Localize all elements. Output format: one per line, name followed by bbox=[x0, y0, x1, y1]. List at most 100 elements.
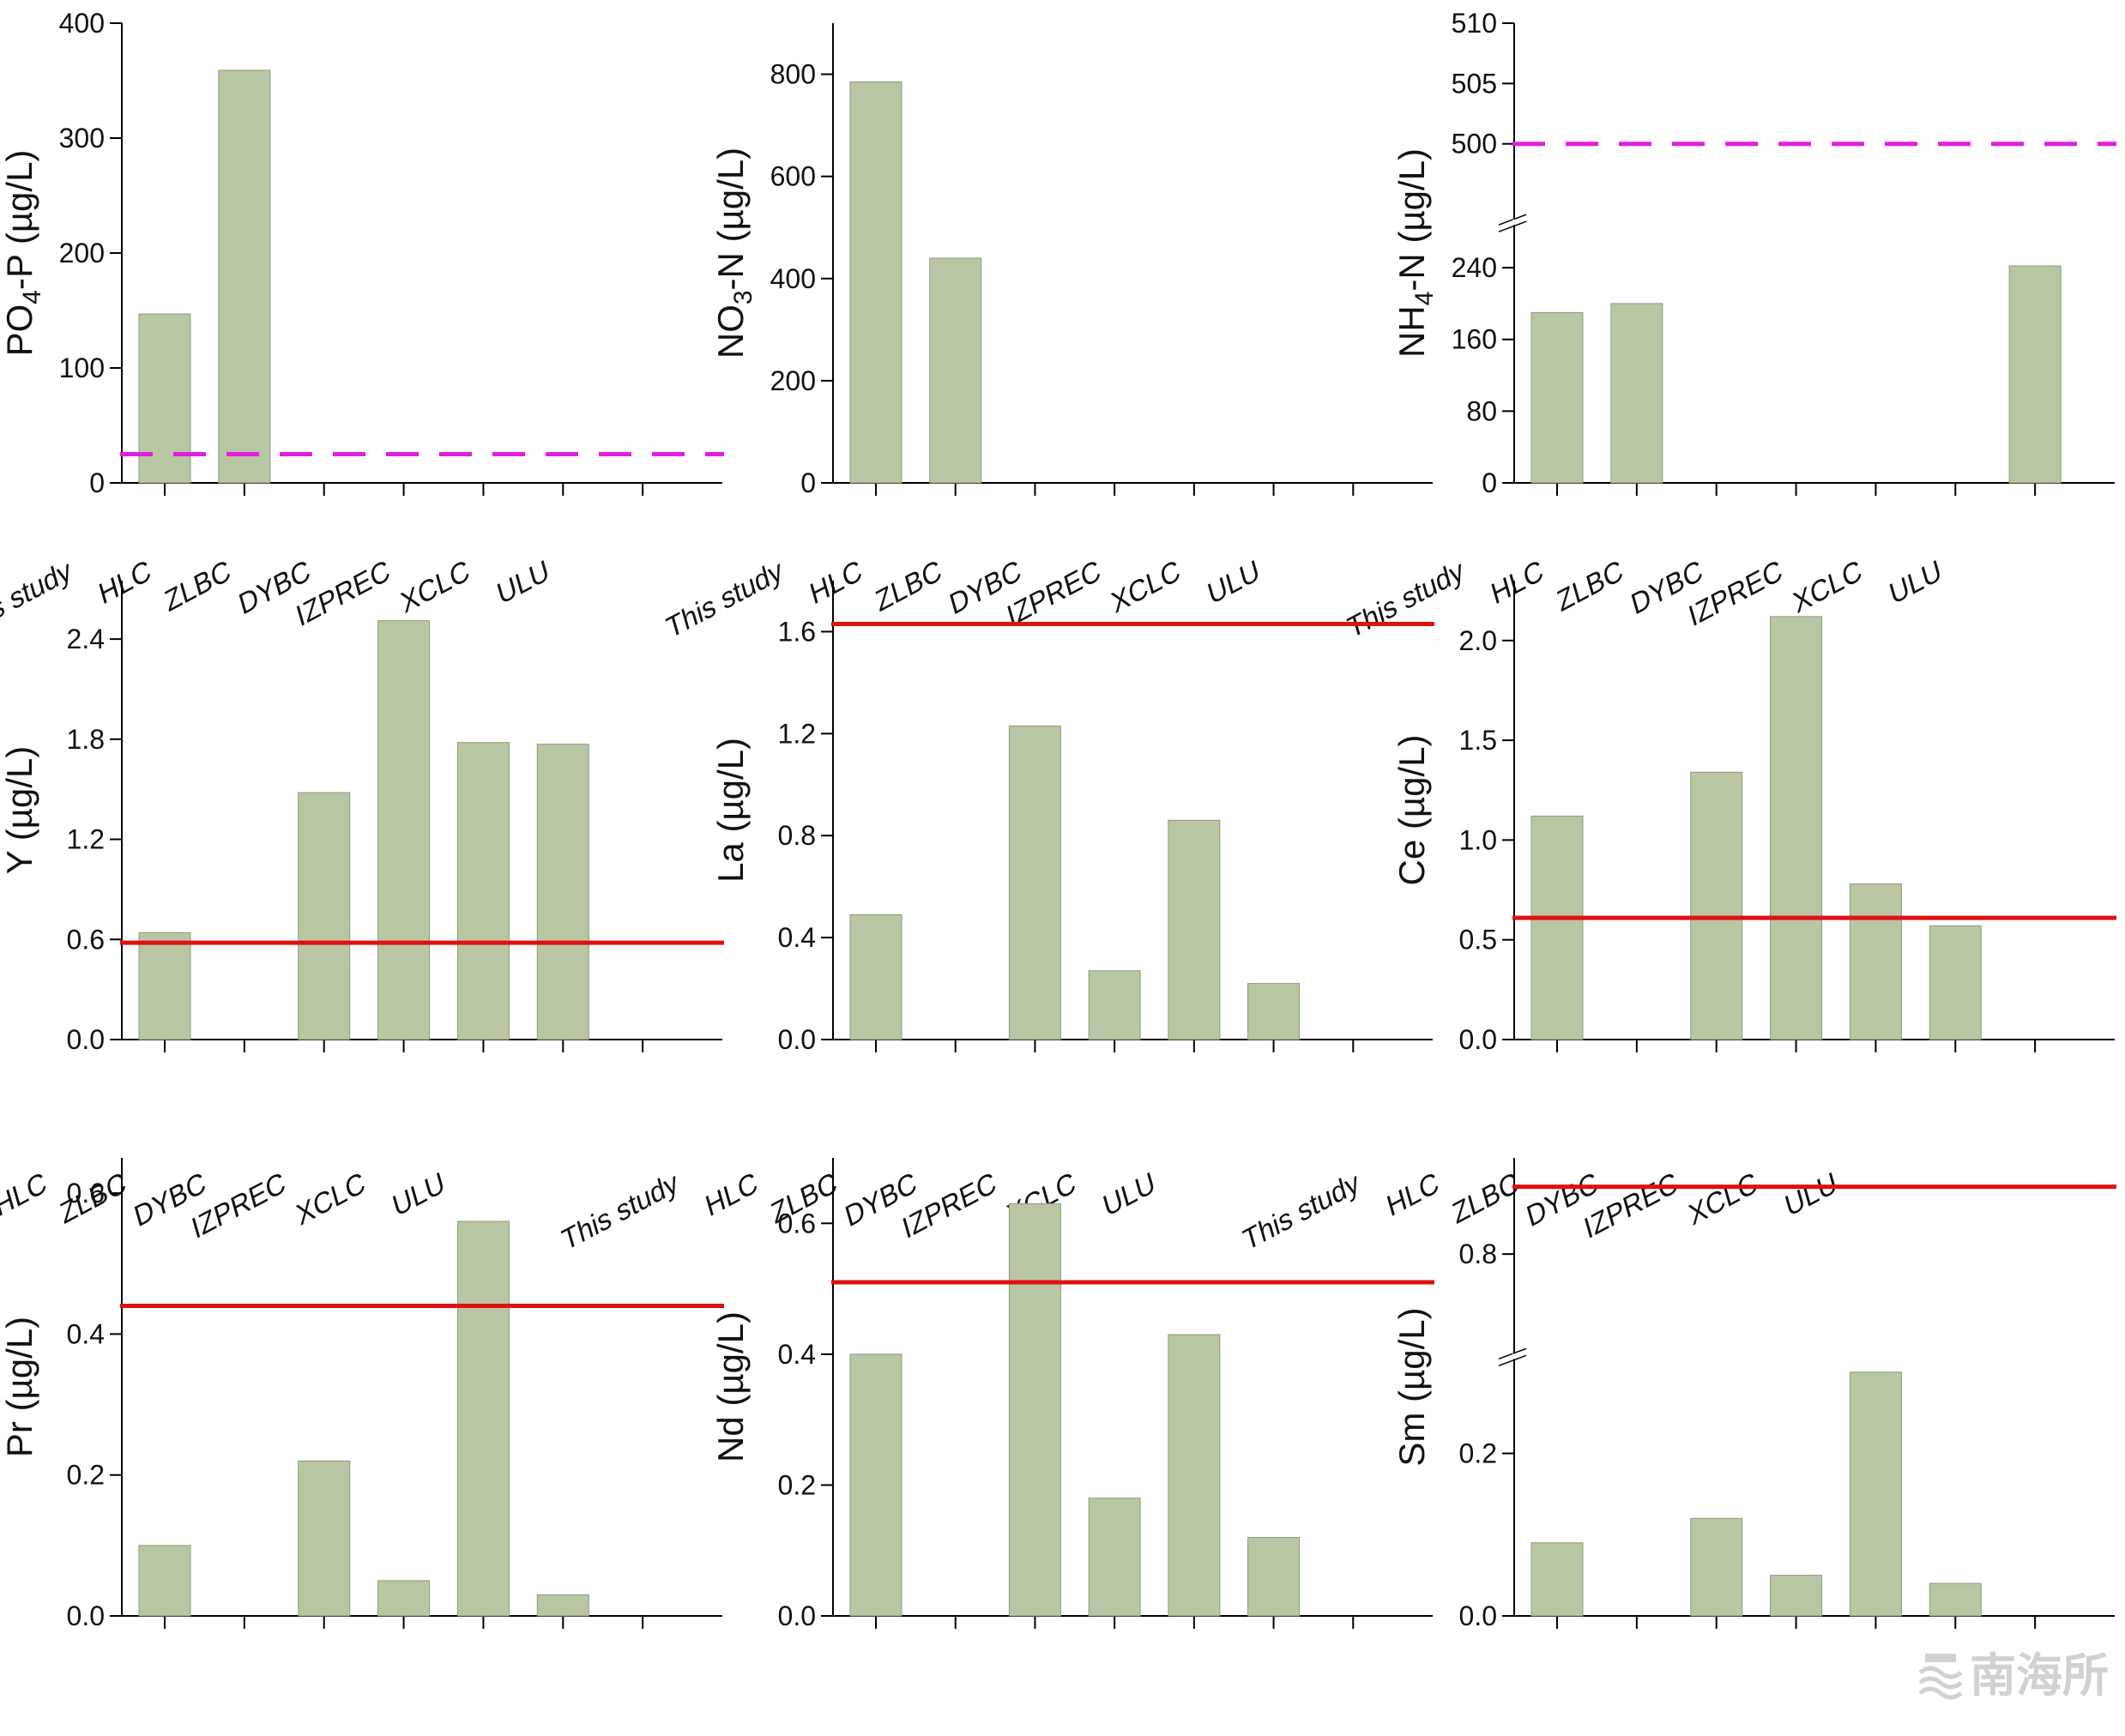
bar bbox=[1088, 970, 1141, 1040]
x-tick-label: HLC bbox=[1384, 1166, 1443, 1224]
x-tick-label: HLC bbox=[1488, 554, 1547, 612]
bar bbox=[536, 1594, 589, 1617]
y-tick-label: 160 bbox=[1452, 324, 1497, 355]
x-tick-label: XCLC bbox=[1790, 554, 1865, 620]
bar bbox=[138, 313, 191, 484]
bar bbox=[2008, 265, 2062, 484]
bar bbox=[1610, 303, 1663, 484]
bar bbox=[138, 931, 191, 1040]
y-tick-label: 0.6 bbox=[778, 1208, 816, 1239]
y-tick-label: 100 bbox=[59, 353, 105, 383]
y-tick-label: 0 bbox=[1482, 467, 1497, 498]
x-tick-label: ZLBC bbox=[1554, 554, 1627, 619]
y-tick-label: 1.0 bbox=[1459, 824, 1497, 855]
y-axis-label: Ce (µg/L) bbox=[1392, 735, 1432, 886]
y-tick-label: 400 bbox=[59, 8, 105, 39]
y-tick-label: 0.0 bbox=[1459, 1024, 1497, 1055]
y-tick-label: 800 bbox=[770, 59, 816, 90]
y-axis-label: NO3-N (µg/L) bbox=[710, 148, 758, 359]
y-tick-label: 0.0 bbox=[67, 1024, 105, 1055]
y-tick-label: 0.0 bbox=[778, 1024, 816, 1055]
x-tick-label: This study bbox=[663, 554, 786, 646]
x-tick-label: XCLC bbox=[293, 1166, 369, 1233]
y-axis-label-main: PO bbox=[0, 304, 39, 357]
bar bbox=[1690, 1517, 1743, 1617]
axis-break-gap bbox=[1512, 220, 1516, 226]
y-tick-label: 2.0 bbox=[1459, 625, 1497, 656]
x-tick-label: HLC bbox=[95, 554, 154, 612]
y-tick-label: 1.8 bbox=[67, 724, 105, 755]
y-tick-label: 600 bbox=[770, 161, 816, 192]
y-tick-label: 2.4 bbox=[67, 624, 105, 654]
axis-break-mark bbox=[1498, 220, 1527, 232]
y-tick-label: 505 bbox=[1452, 68, 1497, 99]
bar bbox=[929, 257, 982, 484]
y-axis-label-main: NO bbox=[710, 304, 751, 359]
x-tick-label: This study bbox=[1344, 554, 1467, 646]
bar bbox=[377, 1580, 431, 1617]
y-axis-label-subscript: 3 bbox=[729, 290, 758, 304]
y-tick-label: 0.6 bbox=[67, 924, 105, 955]
y-tick-label: 0.0 bbox=[67, 1600, 105, 1631]
bar bbox=[1849, 1371, 1902, 1617]
y-axis-label-main: Pr (µg/L) bbox=[0, 1317, 39, 1457]
y-tick-label: 0.5 bbox=[1459, 925, 1497, 955]
x-tick-label: ULU bbox=[494, 554, 553, 612]
axis-break-mark bbox=[1498, 1354, 1527, 1366]
y-axis-label-main: Ce (µg/L) bbox=[1392, 735, 1432, 886]
y-tick-label: 0.6 bbox=[67, 1178, 105, 1209]
y-axis-label: Pr (µg/L) bbox=[0, 1317, 39, 1457]
x-tick-label: XCLC bbox=[1686, 1166, 1761, 1233]
bar bbox=[456, 742, 510, 1040]
y-tick-label: 0 bbox=[89, 467, 105, 498]
y-axis-label-subscript: 4 bbox=[18, 290, 46, 304]
y-axis-label-main: Sm (µg/L) bbox=[1392, 1307, 1432, 1466]
bar bbox=[1088, 1498, 1141, 1617]
y-tick-label: 500 bbox=[1452, 129, 1497, 160]
y-tick-label: 0.8 bbox=[1459, 1239, 1497, 1269]
y-tick-label: 1.2 bbox=[778, 718, 816, 749]
panel-sm: 0.00.20.8This studyHLCZLBCDYBCIZPRECXCLC… bbox=[1392, 1158, 2116, 1631]
x-tick-label: HLC bbox=[0, 1166, 50, 1224]
y-tick-label: 200 bbox=[770, 365, 816, 396]
bar bbox=[456, 1221, 510, 1617]
x-tick-label: ZLBC bbox=[161, 554, 234, 619]
x-tick-label: ULU bbox=[1887, 554, 1946, 612]
y-axis-label-main: Y (µg/L) bbox=[0, 746, 39, 874]
y-tick-label: 1.5 bbox=[1459, 725, 1497, 756]
y-tick-label: 0.4 bbox=[67, 1318, 105, 1349]
y-axis-label-main: Nd (µg/L) bbox=[710, 1311, 751, 1462]
bar bbox=[138, 1545, 191, 1617]
y-axis-label: PO4-P (µg/L) bbox=[0, 150, 46, 357]
x-tick-label: HLC bbox=[703, 1166, 762, 1224]
bar bbox=[1247, 983, 1301, 1040]
y-tick-label: 200 bbox=[59, 238, 105, 268]
y-axis-label-main: NH bbox=[1392, 305, 1432, 358]
bar bbox=[1770, 616, 1823, 1040]
bar bbox=[1168, 819, 1221, 1040]
bar bbox=[1168, 1334, 1221, 1617]
x-tick-label: This study bbox=[0, 554, 75, 646]
x-tick-label: ZLBC bbox=[872, 554, 945, 619]
bar bbox=[1690, 771, 1743, 1040]
x-tick-label: ULU bbox=[389, 1166, 449, 1224]
y-tick-label: 240 bbox=[1452, 252, 1497, 283]
x-tick-label: ULU bbox=[1782, 1166, 1841, 1224]
x-tick-label: HLC bbox=[806, 554, 866, 612]
bar bbox=[298, 792, 351, 1040]
y-tick-label: 0.2 bbox=[67, 1460, 105, 1491]
x-tick-label: XCLC bbox=[397, 554, 473, 620]
watermark-text: 南海所 bbox=[1970, 1649, 2109, 1703]
bar bbox=[536, 744, 589, 1040]
y-axis-label-subscript: 4 bbox=[1410, 292, 1439, 306]
y-tick-label: 0.4 bbox=[778, 1339, 816, 1370]
x-tick-label: This study bbox=[558, 1166, 681, 1258]
bar bbox=[1247, 1536, 1301, 1617]
x-tick-label: ULU bbox=[1204, 554, 1264, 612]
x-tick-label: ZLBC bbox=[1449, 1166, 1522, 1232]
y-tick-label: 0.2 bbox=[778, 1469, 816, 1500]
